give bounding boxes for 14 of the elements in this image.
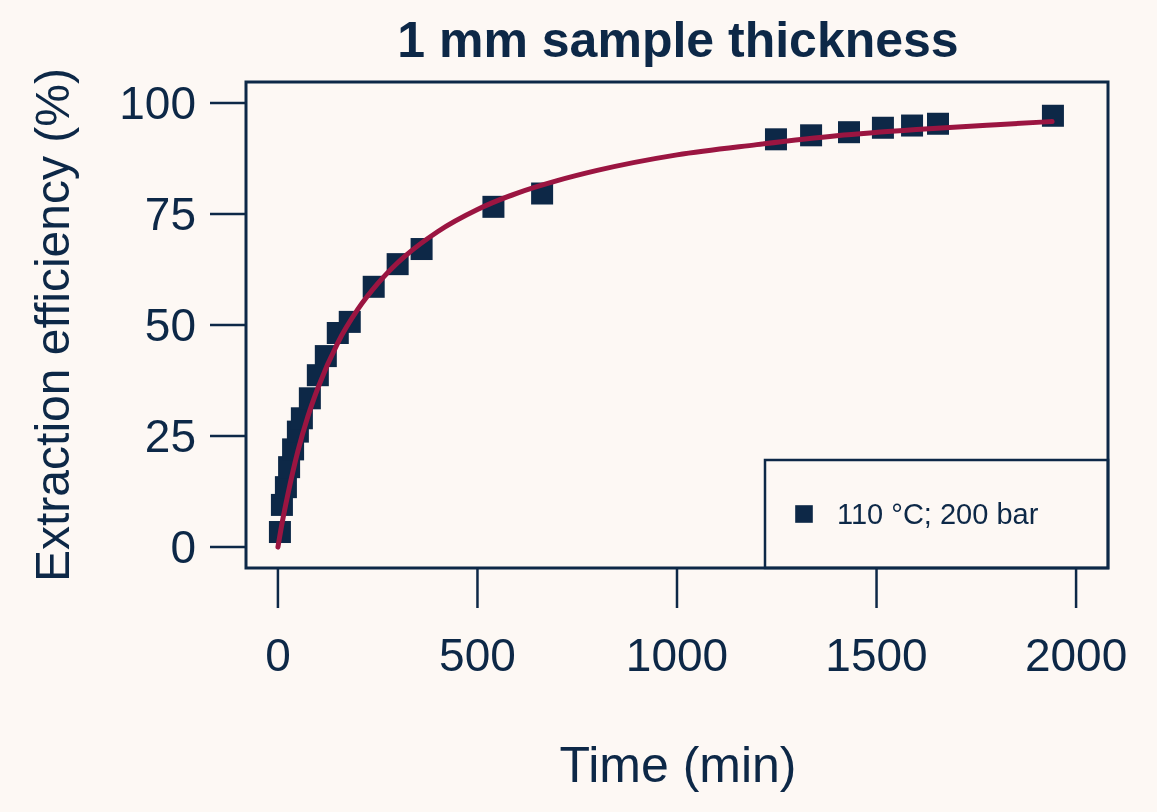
y-tick-label: 75 — [144, 187, 196, 240]
y-tick-label: 0 — [170, 521, 196, 574]
chart-title: 1 mm sample thickness — [397, 12, 959, 68]
y-tick-label: 50 — [144, 299, 196, 351]
y-axis-title: Extraction efficiency (%) — [25, 68, 79, 582]
x-axis-title: Time (min) — [559, 737, 797, 793]
y-tick-label: 100 — [119, 76, 196, 129]
x-tick-label: 2000 — [1024, 629, 1128, 681]
legend-label: 110 °C; 200 bar — [837, 498, 1039, 530]
y-tick-label: 25 — [144, 410, 196, 463]
x-tick-label: 0 — [265, 629, 291, 681]
x-tick-label: 1500 — [825, 629, 928, 681]
x-tick-label: 1000 — [625, 629, 729, 681]
x-tick-label: 500 — [439, 629, 516, 681]
